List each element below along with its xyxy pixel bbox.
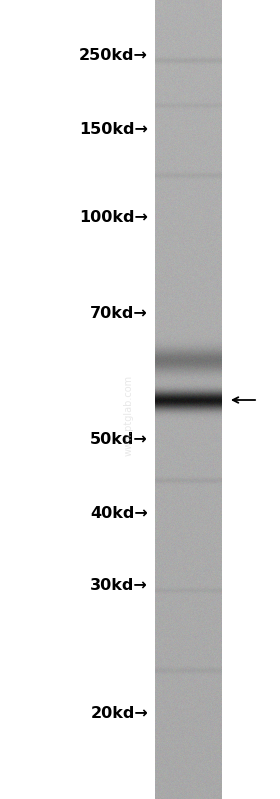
Text: 20kd→: 20kd→ bbox=[90, 706, 148, 721]
Text: 30kd→: 30kd→ bbox=[90, 578, 148, 593]
Text: www.ptglab.com: www.ptglab.com bbox=[124, 375, 134, 456]
Text: 70kd→: 70kd→ bbox=[90, 305, 148, 320]
Text: 250kd→: 250kd→ bbox=[79, 47, 148, 62]
Text: 50kd→: 50kd→ bbox=[90, 432, 148, 447]
Text: 150kd→: 150kd→ bbox=[79, 122, 148, 137]
Text: 100kd→: 100kd→ bbox=[79, 210, 148, 225]
Text: 40kd→: 40kd→ bbox=[90, 506, 148, 520]
